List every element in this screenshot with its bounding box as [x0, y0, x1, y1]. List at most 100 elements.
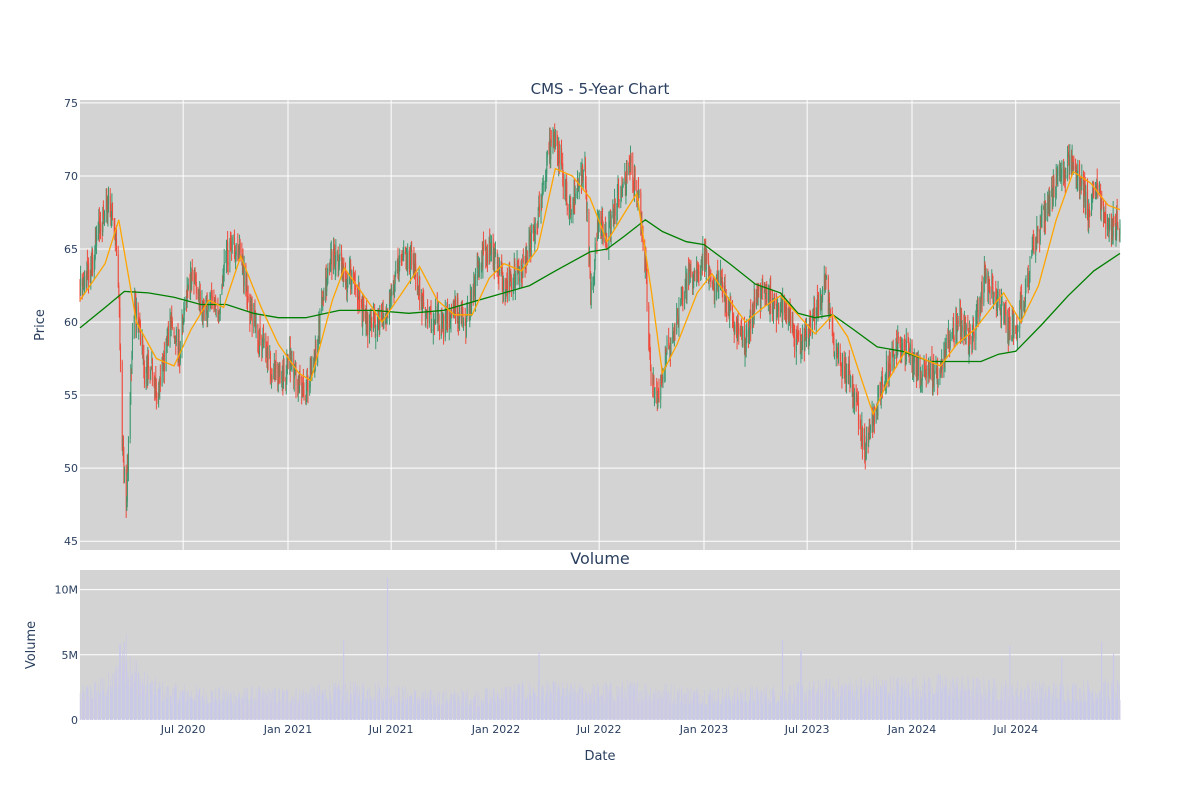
volume-bar — [544, 702, 546, 720]
volume-bar — [887, 693, 889, 720]
candle-body — [975, 320, 977, 340]
volume-bar — [948, 696, 950, 720]
volume-bar — [198, 688, 200, 720]
volume-bar — [357, 685, 358, 720]
volume-bar — [600, 696, 602, 720]
volume-bar — [891, 687, 893, 720]
candle-body — [598, 213, 600, 223]
volume-bar — [371, 696, 372, 720]
volume-bar — [669, 693, 671, 720]
volume-bar — [379, 687, 381, 720]
candle-body — [531, 229, 532, 248]
volume-bar — [905, 677, 907, 720]
volume-bar — [765, 685, 767, 720]
volume-bar — [425, 689, 426, 720]
volume-bar — [1016, 688, 1017, 720]
volume-bar — [797, 686, 798, 720]
volume-bar — [629, 684, 630, 720]
candle-body — [746, 330, 748, 338]
volume-bar — [730, 700, 731, 720]
candle-body — [567, 207, 568, 211]
volume-bar — [928, 692, 930, 720]
volume-bar — [908, 693, 910, 720]
volume-bar — [258, 686, 259, 720]
volume-bar — [618, 688, 620, 720]
candle-body — [391, 290, 393, 297]
volume-bar — [178, 699, 180, 720]
candle-body — [410, 251, 412, 273]
volume-bar — [1068, 690, 1070, 720]
volume-bar — [1025, 687, 1026, 720]
volume-bar — [429, 697, 430, 720]
candle-body — [688, 270, 690, 285]
volume-bar — [174, 683, 176, 720]
volume-bar — [842, 685, 843, 720]
volume-bar — [210, 702, 211, 720]
volume-bar — [926, 697, 927, 720]
volume-bar — [446, 702, 448, 720]
volume-bar — [681, 686, 683, 720]
volume-bar — [275, 688, 276, 720]
volume-bar — [518, 688, 520, 720]
volume-bar — [386, 577, 388, 720]
volume-bar — [514, 690, 516, 720]
volume-bar — [339, 689, 340, 720]
volume-bar — [973, 677, 974, 720]
volume-bar — [445, 702, 446, 720]
candle-body — [897, 337, 899, 352]
volume-bar — [431, 704, 433, 720]
volume-bar — [99, 692, 101, 720]
volume-bar — [1009, 645, 1011, 720]
candle-body — [124, 468, 126, 474]
volume-bar — [698, 694, 700, 720]
candle-body — [910, 344, 911, 354]
candle-body — [891, 354, 893, 371]
volume-bar — [146, 685, 148, 720]
candle-body — [614, 198, 616, 216]
volume-bar — [141, 683, 143, 720]
volume-bar — [132, 670, 133, 720]
candle-body — [1119, 224, 1121, 236]
candle-body — [594, 243, 596, 261]
price-tick-label: 75 — [64, 97, 78, 110]
candle-body — [1061, 161, 1063, 179]
volume-bar — [1087, 682, 1089, 720]
candle-body — [850, 384, 852, 388]
volume-bar — [734, 687, 736, 720]
volume-bar — [349, 700, 350, 720]
volume-bar — [1067, 685, 1068, 720]
candle-body — [491, 241, 493, 254]
volume-bar — [390, 698, 391, 720]
volume-bar — [916, 688, 917, 720]
volume-bar — [577, 693, 578, 720]
volume-bar — [120, 644, 121, 720]
volume-bar — [1013, 701, 1015, 720]
candle-body — [426, 309, 428, 311]
volume-bar — [633, 685, 634, 720]
volume-bar — [369, 701, 371, 720]
volume-bar — [781, 697, 782, 720]
volume-bar — [422, 698, 423, 720]
volume-bar — [302, 702, 304, 720]
volume-bar — [159, 689, 161, 720]
volume-bar — [410, 696, 411, 720]
candle-body — [841, 362, 842, 368]
volume-bar — [845, 699, 847, 720]
candle-body — [662, 376, 664, 380]
volume-bar — [578, 689, 580, 720]
candle-body — [773, 308, 775, 312]
volume-bar — [786, 698, 788, 720]
candle-body — [726, 311, 728, 316]
volume-bar — [470, 699, 471, 720]
volume-bar — [279, 700, 281, 720]
candle-body — [953, 338, 955, 340]
volume-bar — [165, 686, 167, 720]
volume-bar — [688, 702, 690, 720]
candle-body — [630, 155, 632, 163]
volume-bar — [872, 698, 874, 720]
candle-body — [934, 370, 935, 380]
volume-bar — [95, 682, 96, 720]
volume-bar — [281, 699, 283, 720]
volume-bar — [746, 701, 748, 720]
volume-bar — [784, 691, 786, 720]
